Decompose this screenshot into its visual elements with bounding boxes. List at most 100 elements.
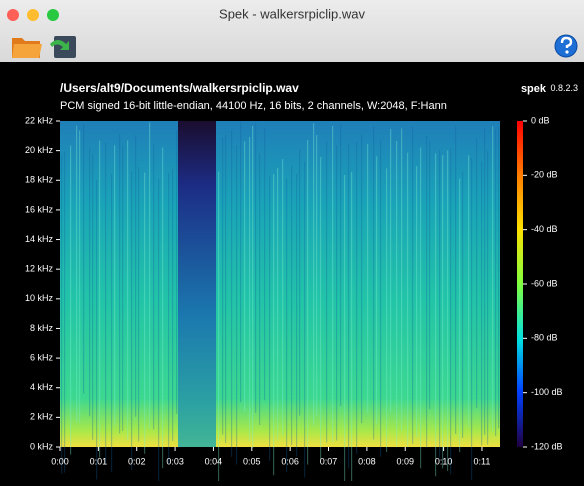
stripe <box>135 135 136 416</box>
y-tick-label: 8 kHz <box>30 323 54 333</box>
stripe <box>176 130 177 414</box>
x-tick-label: 0:10 <box>435 456 453 466</box>
stripe <box>96 180 97 479</box>
stripe <box>376 156 377 424</box>
page: Spek - walkersrpiclip.wav /Users/alt9/Do… <box>0 0 584 481</box>
stripe <box>291 166 292 445</box>
stripe <box>236 145 237 464</box>
level-tick-label: -80 dB <box>531 333 558 343</box>
stripe <box>447 150 448 470</box>
level-tick-label: 0 dB <box>531 115 550 125</box>
y-tick-label: 2 kHz <box>30 412 54 422</box>
quiet-section <box>178 121 216 447</box>
close-button[interactable] <box>7 9 19 21</box>
stripe <box>138 167 139 441</box>
stripe <box>61 155 62 474</box>
stripe <box>153 145 154 430</box>
stripe <box>386 168 387 452</box>
stripe <box>412 126 413 444</box>
y-tick-label: 10 kHz <box>25 293 54 303</box>
stripe <box>252 126 253 448</box>
stripe <box>296 174 297 457</box>
stripe <box>158 178 159 481</box>
audio-format: PCM signed 16-bit little-endian, 44100 H… <box>60 100 447 112</box>
x-tick-label: 0:03 <box>166 456 184 466</box>
y-tick-label: 18 kHz <box>25 175 54 185</box>
y-tick-label: 22 kHz <box>25 115 54 125</box>
stripe <box>122 146 123 431</box>
minimize-button[interactable] <box>27 9 39 21</box>
stripe <box>476 139 477 408</box>
stripe <box>468 155 469 426</box>
spectrogram <box>60 121 500 447</box>
stripe <box>304 162 305 478</box>
stripe <box>307 140 308 465</box>
stripe <box>367 144 368 413</box>
stripe <box>481 162 482 446</box>
app-name: spek <box>521 83 547 95</box>
level-tick-label: -40 dB <box>531 224 558 234</box>
stripe <box>332 126 333 442</box>
stripe <box>401 128 402 431</box>
stripe <box>131 171 132 470</box>
stripe <box>320 157 321 459</box>
stripe <box>326 142 327 443</box>
stripe <box>76 126 77 422</box>
stripe <box>336 145 337 440</box>
stripe <box>255 123 256 413</box>
y-tick-label: 14 kHz <box>25 234 54 244</box>
stripe <box>264 128 265 400</box>
x-tick-label: 0:01 <box>90 456 108 466</box>
stripe <box>92 154 93 440</box>
y-tick-label: 4 kHz <box>30 382 54 392</box>
stripe <box>105 142 106 463</box>
stripe <box>244 141 245 411</box>
stripe <box>162 147 163 468</box>
stripe <box>286 179 287 472</box>
stripe <box>259 153 260 425</box>
stripe <box>111 174 112 472</box>
zoom-button[interactable] <box>47 9 59 21</box>
level-tick-label: -20 dB <box>531 170 558 180</box>
x-tick-label: 0:06 <box>281 456 299 466</box>
y-tick-label: 12 kHz <box>25 264 54 274</box>
stripe <box>83 124 84 394</box>
y-tick-label: 6 kHz <box>30 352 54 362</box>
stripe <box>149 122 150 429</box>
stripe <box>89 148 90 417</box>
stripe <box>127 140 128 440</box>
x-tick-label: 0:04 <box>205 456 223 466</box>
stripe <box>172 169 173 441</box>
level-tick-label: -60 dB <box>531 278 558 288</box>
stripe <box>99 141 100 458</box>
stripe <box>442 155 443 468</box>
open-button[interactable] <box>12 38 42 58</box>
stripe <box>225 135 226 443</box>
stripe <box>299 149 300 416</box>
stripe <box>70 146 71 455</box>
stripe <box>426 136 427 447</box>
help-button[interactable] <box>555 35 577 57</box>
stripe <box>462 171 463 437</box>
window-title: Spek - walkersrpiclip.wav <box>219 6 365 21</box>
stripe <box>439 150 440 457</box>
y-tick-label: 0 kHz <box>30 441 54 451</box>
level-tick-label: -120 dB <box>531 441 563 451</box>
stripe <box>316 135 317 417</box>
stripe <box>487 151 488 445</box>
stripe <box>348 144 349 468</box>
stripe <box>277 168 278 439</box>
stripe <box>269 175 270 460</box>
stripe <box>380 140 381 456</box>
stripe <box>429 142 430 409</box>
stripe <box>231 131 232 457</box>
stripe <box>435 153 436 476</box>
window: Spek - walkersrpiclip.wav /Users/alt9/Do… <box>0 0 584 481</box>
stripe <box>144 173 145 454</box>
stripe <box>407 153 408 447</box>
stripe <box>356 142 357 454</box>
stripe <box>282 159 283 435</box>
stripe <box>64 151 65 472</box>
x-tick-label: 0:07 <box>320 456 338 466</box>
x-tick-label: 0:05 <box>243 456 261 466</box>
